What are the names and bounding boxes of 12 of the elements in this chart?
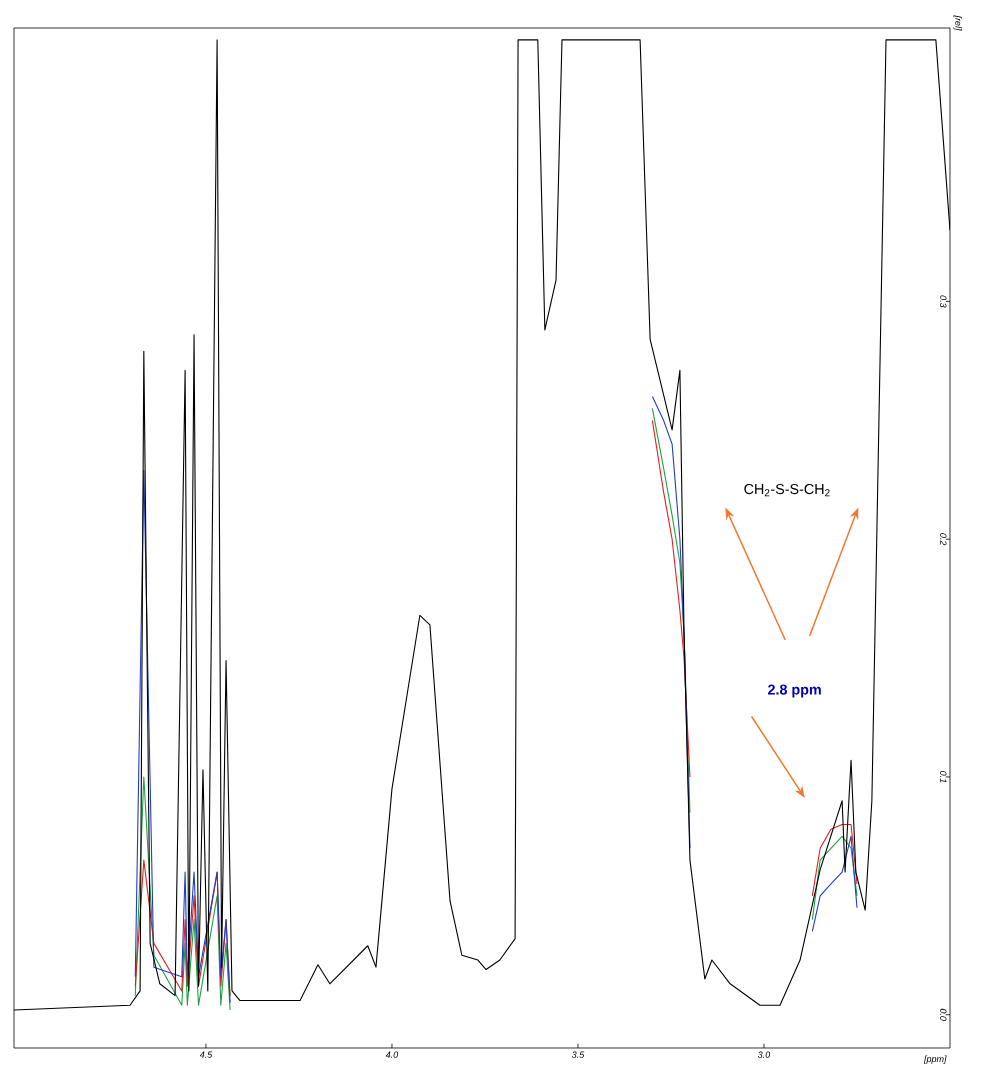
y-tick-label: 0.3 [940,295,947,308]
y-axis-title: [rel] [953,15,962,31]
annotation: CH$_{2}$-S-S-CH$_{2}$ [744,483,830,497]
y-tick-label: 0.0 [940,1008,947,1021]
x-tick-label: 3.5 [571,1051,585,1058]
x-tick-label: 4.5 [199,1051,213,1058]
annotation: 2.8 ppm [768,684,821,698]
x-axis-title: [ppm] [923,1055,947,1064]
y-tick-label: 0.2 [940,533,947,546]
x-tick-label: 3.0 [757,1051,771,1058]
x-tick-label: 4.0 [385,1051,399,1058]
y-tick-label: 0.1 [940,771,947,783]
